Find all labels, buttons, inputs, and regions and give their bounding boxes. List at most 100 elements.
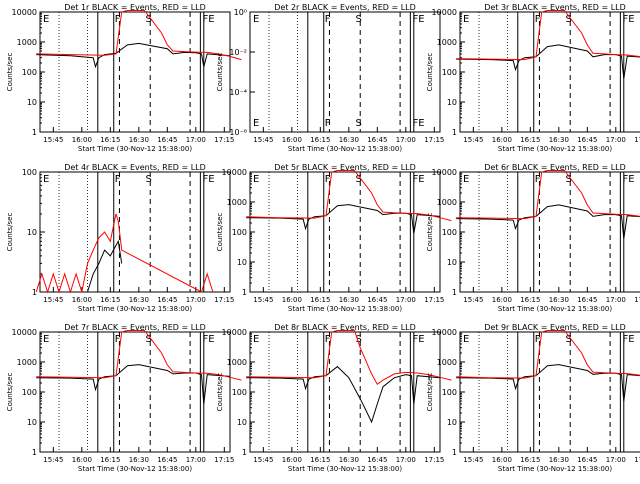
x-axis-label: Start Time (30-Nov-12 15:38:00) [78, 305, 192, 313]
y-tick-label: 10⁻² [229, 48, 247, 57]
x-tick-label: 16:00 [492, 136, 512, 144]
panel-det-9r: Det 9r BLACK = Events, RED = LLD 1 10 100 10… [426, 323, 640, 473]
x-tick-label: 17:15 [634, 456, 640, 464]
x-tick-label: 17:15 [424, 136, 444, 144]
series-line-events [246, 204, 441, 234]
series-line-events [246, 365, 441, 424]
y-tick-label: 1000 [227, 198, 247, 207]
x-tick-label: 17:00 [606, 136, 626, 144]
panel-det-2r: Det 2r BLACK = Events, RED = LLD 10⁰ 10⁻² 1… [216, 3, 444, 153]
series-line-events [456, 364, 640, 402]
y-tick-label: 1 [242, 448, 247, 457]
x-tick-label: 16:45 [367, 456, 387, 464]
series-line-lld [456, 330, 640, 379]
y-axis-label: Counts/sec [426, 213, 434, 252]
series-line-events [456, 204, 640, 239]
x-tick-label: 17:15 [214, 456, 234, 464]
y-tick-label: 10 [237, 418, 247, 427]
panel-title: Det 1r BLACK = Events, RED = LLD [64, 3, 206, 12]
marker-label: F [325, 174, 331, 185]
y-tick-label: 100 [22, 68, 37, 77]
y-tick-label: 10000 [222, 328, 247, 337]
series-line-lld [36, 10, 242, 61]
panel-title: Det 2r BLACK = Events, RED = LLD [274, 3, 416, 12]
x-tick-label: 16:15 [100, 136, 120, 144]
y-tick-label: 100 [442, 68, 457, 77]
marker-label: FE [623, 334, 635, 345]
x-tick-label: 17:00 [186, 136, 206, 144]
marker-label: E [253, 14, 259, 25]
plot-frame [459, 331, 640, 453]
y-tick-label: 10⁰ [234, 8, 247, 17]
x-tick-label: 17:15 [214, 136, 234, 144]
marker-label: FE [413, 174, 425, 185]
x-tick-label: 16:30 [549, 296, 569, 304]
y-tick-label: 10⁻⁴ [229, 88, 247, 97]
x-tick-label: 16:00 [72, 136, 92, 144]
y-axis-label: Counts/sec [426, 373, 434, 412]
series-line-lld [456, 170, 640, 220]
marker-label: FE [413, 14, 425, 25]
x-tick-label: 15:45 [43, 296, 63, 304]
x-tick-label: 16:00 [492, 296, 512, 304]
y-tick-label: 10 [27, 228, 37, 237]
series-line-lld [246, 330, 452, 386]
x-axis-label: Start Time (30-Nov-12 15:38:00) [288, 145, 402, 153]
marker-label: F [535, 14, 541, 25]
panel-det-6r: Det 6r BLACK = Events, RED = LLD 1 10 100 10… [426, 163, 640, 313]
y-tick-label: 10 [447, 418, 457, 427]
x-tick-label: 16:45 [577, 136, 597, 144]
panel-title: Det 8r BLACK = Events, RED = LLD [274, 323, 416, 332]
y-tick-label: 10000 [432, 328, 457, 337]
x-axis-label: Start Time (30-Nov-12 15:38:00) [78, 145, 192, 153]
y-axis-label: Counts/sec [6, 373, 14, 412]
x-tick-label: 15:45 [463, 296, 483, 304]
plot-frame [39, 171, 231, 293]
y-tick-label: 10 [27, 418, 37, 427]
x-tick-label: 17:00 [186, 456, 206, 464]
y-tick-label: 1000 [17, 358, 37, 367]
y-tick-label: 1000 [17, 38, 37, 47]
marker-label: FE [203, 14, 215, 25]
x-tick-label: 16:00 [282, 296, 302, 304]
x-tick-label: 16:45 [577, 456, 597, 464]
x-tick-label: 17:15 [634, 136, 640, 144]
y-axis-label: Counts/sec [216, 373, 224, 412]
x-tick-label: 17:15 [424, 456, 444, 464]
marker-label: S [356, 174, 362, 185]
panel-title: Det 5r BLACK = Events, RED = LLD [274, 163, 416, 172]
panel-det-7r: Det 7r BLACK = Events, RED = LLD 1 10 100 10… [6, 323, 242, 473]
x-tick-label: 16:00 [282, 136, 302, 144]
marker-label: FE [203, 174, 215, 185]
x-tick-label: 16:30 [129, 136, 149, 144]
marker-label: F [535, 174, 541, 185]
x-axis-label: Start Time (30-Nov-12 15:38:00) [288, 305, 402, 313]
panel-det-4r: Det 4r BLACK = Events, RED = LLD 1 10 100 Co… [6, 163, 234, 313]
marker-label: E [253, 174, 259, 185]
y-axis-label: Counts/sec [216, 53, 224, 92]
series-line-events [456, 44, 640, 79]
marker-label: E [43, 174, 49, 185]
x-tick-label: 16:30 [339, 296, 359, 304]
panel-det-8r: Det 8r BLACK = Events, RED = LLD 1 10 100 10… [216, 323, 452, 473]
marker-label: F [325, 14, 331, 25]
marker-label: F [115, 334, 121, 345]
marker-label: F [535, 334, 541, 345]
plot-frame [249, 171, 441, 293]
y-tick-label: 10 [237, 258, 247, 267]
series-line-lld [35, 213, 214, 294]
x-tick-label: 16:15 [520, 296, 540, 304]
marker-label: E [463, 14, 469, 25]
panel-title: Det 4r BLACK = Events, RED = LLD [64, 163, 206, 172]
y-axis-label: Counts/sec [6, 213, 14, 252]
panel-det-1r: Det 1r BLACK = Events, RED = LLD 1 10 100 10… [6, 3, 242, 153]
y-tick-label: 10000 [12, 328, 37, 337]
y-tick-label: 100 [22, 168, 37, 177]
y-tick-label: 10 [27, 98, 37, 107]
marker-label: E [253, 334, 259, 345]
y-tick-label: 100 [442, 388, 457, 397]
y-tick-label: 1 [32, 448, 37, 457]
marker-label: S [146, 334, 152, 345]
marker-label: FE [623, 174, 635, 185]
